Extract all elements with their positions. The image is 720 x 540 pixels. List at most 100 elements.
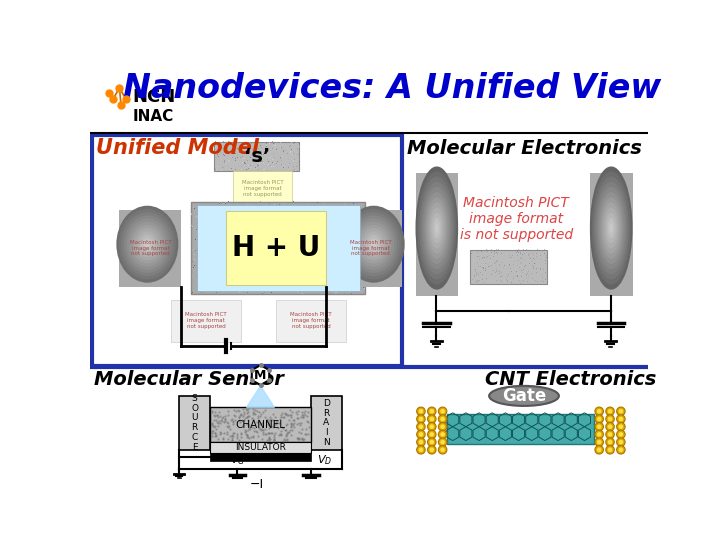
Circle shape [606, 430, 614, 438]
Circle shape [597, 440, 601, 444]
Ellipse shape [130, 222, 166, 267]
Circle shape [438, 430, 447, 438]
Bar [276, 300, 346, 342]
Circle shape [618, 424, 624, 429]
Ellipse shape [119, 209, 176, 280]
Circle shape [595, 415, 603, 423]
Bar [415, 173, 458, 296]
Circle shape [616, 422, 625, 431]
Circle shape [428, 430, 436, 438]
Ellipse shape [418, 172, 456, 285]
Ellipse shape [132, 225, 163, 264]
Ellipse shape [364, 231, 384, 257]
Bar [590, 173, 632, 296]
Ellipse shape [420, 182, 453, 274]
Ellipse shape [356, 222, 392, 267]
Circle shape [429, 448, 434, 452]
Ellipse shape [608, 218, 615, 238]
Circle shape [608, 409, 612, 414]
Ellipse shape [353, 219, 395, 270]
Ellipse shape [127, 219, 168, 270]
Circle shape [438, 415, 447, 423]
Text: INSULATOR: INSULATOR [235, 443, 286, 452]
Bar [340, 210, 402, 287]
Text: Molecular Electronics: Molecular Electronics [407, 139, 642, 159]
Circle shape [441, 440, 445, 444]
Bar [120, 210, 181, 287]
Circle shape [417, 446, 426, 454]
Circle shape [616, 446, 625, 454]
Text: Molecular Sensor: Molecular Sensor [94, 370, 284, 389]
Circle shape [606, 407, 614, 416]
Bar [210, 453, 311, 461]
Circle shape [616, 438, 625, 447]
Circle shape [418, 448, 423, 452]
Ellipse shape [489, 386, 559, 406]
Circle shape [606, 438, 614, 447]
Circle shape [441, 409, 445, 414]
Ellipse shape [599, 192, 624, 264]
Circle shape [429, 417, 434, 421]
Circle shape [618, 417, 624, 421]
Text: $V_G$: $V_G$ [230, 453, 245, 467]
Ellipse shape [140, 234, 155, 254]
Bar [191, 202, 365, 294]
Text: Macintosh PICT
image format
not supported: Macintosh PICT image format not supporte… [186, 312, 227, 329]
Bar [179, 396, 210, 450]
Circle shape [608, 424, 612, 429]
Ellipse shape [593, 177, 629, 279]
Text: CHANNEL: CHANNEL [235, 420, 286, 430]
Text: $V_D$: $V_D$ [318, 453, 333, 467]
Text: INAC: INAC [132, 110, 174, 124]
Ellipse shape [124, 215, 171, 273]
Circle shape [597, 448, 601, 452]
Circle shape [428, 407, 436, 416]
Circle shape [417, 415, 426, 423]
Ellipse shape [597, 187, 626, 269]
Circle shape [418, 440, 423, 444]
Circle shape [608, 440, 612, 444]
Ellipse shape [431, 213, 442, 244]
Circle shape [608, 417, 612, 421]
Bar [311, 396, 342, 450]
Circle shape [429, 424, 434, 429]
Bar [233, 171, 292, 206]
Bar [225, 211, 326, 285]
Circle shape [597, 432, 601, 437]
Ellipse shape [595, 182, 627, 274]
Circle shape [595, 422, 603, 431]
Circle shape [438, 446, 447, 454]
Text: S
O
U
R
C
E: S O U R C E [191, 394, 198, 451]
Text: D
R
A
I
N: D R A I N [323, 399, 330, 447]
Text: ‘s’: ‘s’ [243, 147, 270, 166]
Circle shape [418, 417, 423, 421]
Circle shape [428, 422, 436, 431]
Polygon shape [246, 386, 274, 408]
Text: CNT Electronics: CNT Electronics [485, 370, 657, 389]
Ellipse shape [426, 197, 447, 259]
Bar [92, 135, 402, 366]
Ellipse shape [369, 238, 379, 251]
Bar [197, 205, 360, 291]
Text: Gate: Gate [502, 387, 546, 405]
Circle shape [595, 438, 603, 447]
Ellipse shape [348, 212, 400, 276]
Circle shape [606, 415, 614, 423]
Ellipse shape [419, 177, 454, 279]
Ellipse shape [592, 172, 631, 285]
Ellipse shape [604, 207, 618, 248]
Text: Macintosh PICT
image format
not supported: Macintosh PICT image format not supporte… [130, 240, 171, 256]
Ellipse shape [609, 223, 613, 233]
Bar [446, 414, 594, 444]
Circle shape [418, 432, 423, 437]
Circle shape [428, 415, 436, 423]
Ellipse shape [351, 215, 397, 273]
Circle shape [429, 440, 434, 444]
Ellipse shape [435, 223, 438, 233]
Circle shape [608, 448, 612, 452]
Text: M: M [254, 369, 266, 382]
Text: Macintosh PICT
image format
not supported: Macintosh PICT image format not supporte… [350, 240, 392, 256]
Circle shape [441, 424, 445, 429]
Ellipse shape [600, 197, 622, 259]
Circle shape [597, 409, 601, 414]
